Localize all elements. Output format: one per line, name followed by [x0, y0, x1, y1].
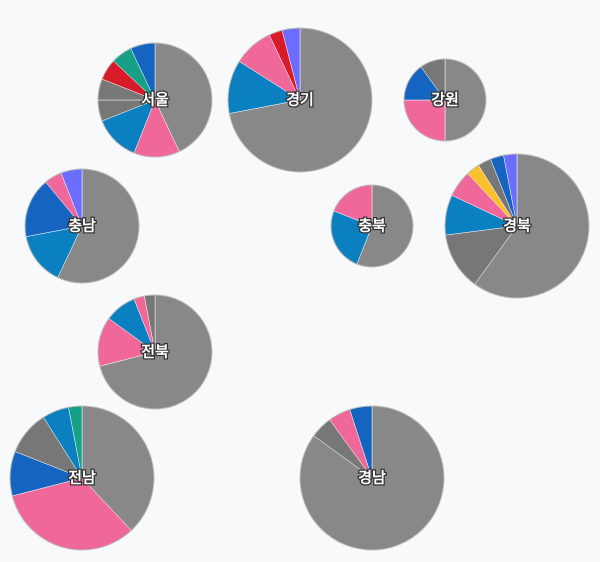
- pie-outline: [9, 405, 155, 551]
- region-label: 경북: [503, 217, 531, 235]
- region-label: 충북: [358, 217, 386, 235]
- pie-outline: [24, 168, 140, 284]
- pie-outline: [299, 405, 445, 551]
- region-label: 충남: [68, 217, 96, 235]
- pie-outline: [403, 58, 487, 142]
- region-label: 경남: [358, 469, 386, 487]
- region-label: 경기: [286, 91, 314, 109]
- pie-outline: [97, 42, 213, 158]
- pie-outline: [227, 27, 373, 173]
- region-label: 전남: [68, 469, 96, 487]
- pie-outline: [97, 294, 213, 410]
- region-label: 전북: [141, 343, 169, 361]
- region-label: 서울: [141, 91, 169, 109]
- pie-outline: [330, 184, 414, 268]
- region-label: 강원: [431, 91, 459, 109]
- pie-outline: [444, 153, 590, 299]
